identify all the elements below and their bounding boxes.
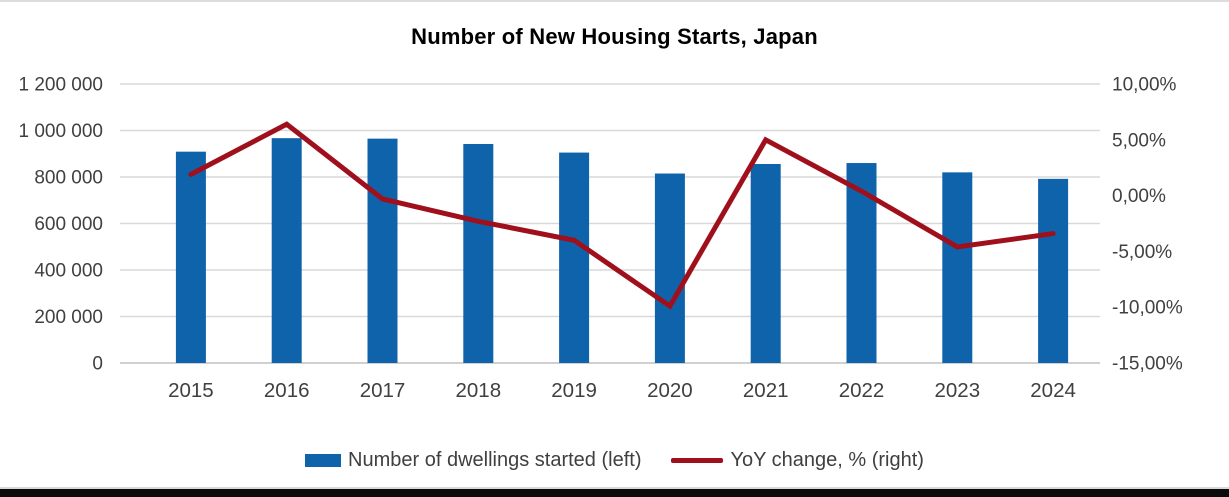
legend-item-bars: Number of dwellings started (left) [305,449,641,472]
bar-2018 [463,143,494,363]
right-axis-tick-label: 0,00% [1112,186,1166,207]
x-axis-tick-label: 2024 [1030,379,1076,402]
bar-2021 [750,163,781,363]
bottom-border-line [0,487,1229,489]
right-axis-tick-label: -5,00% [1112,242,1172,263]
x-axis-tick-label: 2016 [264,379,310,402]
left-axis-tick-label: 600 000 [34,214,103,235]
left-axis-tick-label: 1 200 000 [18,75,103,96]
right-axis-tick-label: -10,00% [1112,298,1183,319]
bar-series-label: Number of dwellings started (left) [348,449,642,471]
chart-title: Number of New Housing Starts, Japan [411,24,818,49]
bottom-black-bar [0,489,1229,497]
right-axis-tick-label: 10,00% [1112,75,1177,96]
line-series-label: YoY change, % (right) [730,449,924,471]
yoy-trend-line [188,121,1056,310]
bar-2015 [175,151,206,363]
left-axis-tick-label: 400 000 [34,261,103,282]
legend-item-line: YoY change, % (right) [671,449,924,472]
bar-2017 [367,138,398,363]
bar-2019 [559,152,590,363]
x-axis-tick-label: 2022 [839,379,885,402]
x-axis-tick-label: 2018 [455,379,501,402]
x-axis-tick-label: 2021 [743,379,789,402]
x-axis-tick-label: 2017 [360,379,406,402]
top-border-line [0,0,1229,2]
bar-series-swatch [305,454,342,467]
x-axis-tick-label: 2015 [168,379,214,402]
left-axis-tick-label: 1 000 000 [18,121,103,142]
x-axis-tick-label: 2020 [647,379,693,402]
legend: Number of dwellings started (left) YoY c… [0,449,1229,472]
bar-2023 [942,172,973,363]
bar-2016 [271,138,302,363]
x-axis-tick-label: 2023 [934,379,980,402]
line-series-swatch [671,458,724,463]
left-axis-tick-label: 200 000 [34,307,103,328]
x-axis-tick-label: 2019 [551,379,597,402]
right-axis-tick-label: 5,00% [1112,130,1166,151]
bar-2020 [654,173,685,363]
bar-2024 [1038,178,1069,363]
left-axis-tick-label: 800 000 [34,168,103,189]
left-axis-tick-label: 0 [92,354,103,375]
right-axis-tick-label: -15,00% [1112,354,1183,375]
